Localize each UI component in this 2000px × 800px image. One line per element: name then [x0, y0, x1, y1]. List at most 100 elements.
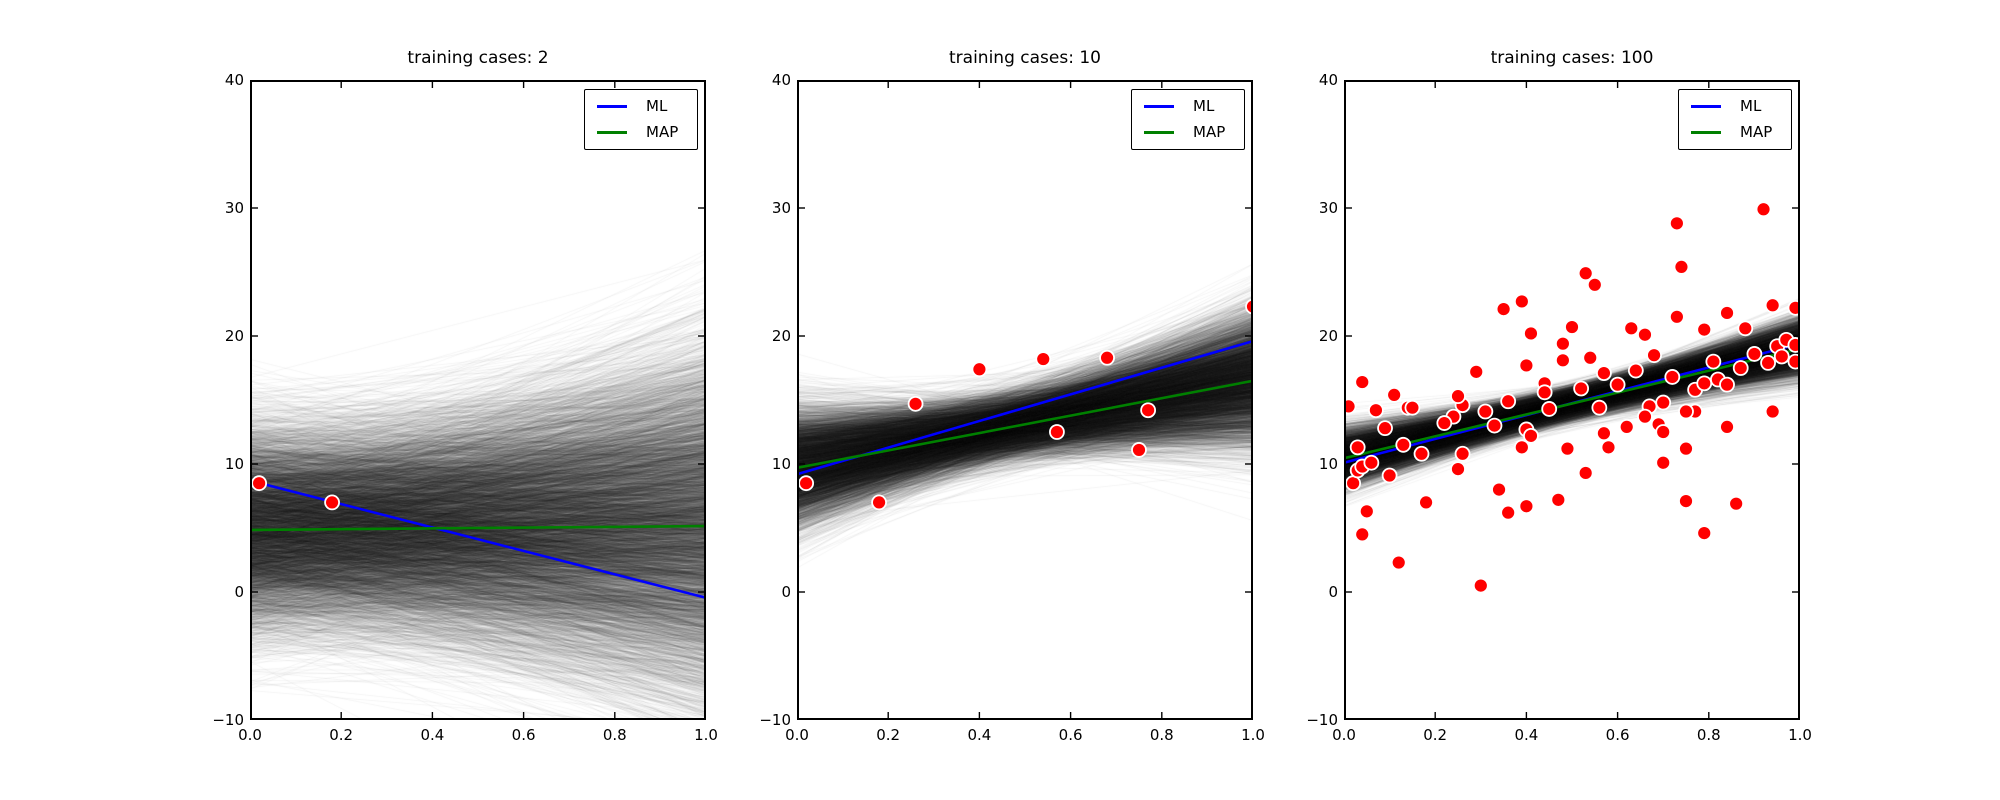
y-tick-label: 20 — [224, 327, 244, 345]
data-point — [1513, 293, 1530, 310]
data-point — [1600, 439, 1617, 456]
x-tick-label: 0.0 — [238, 726, 262, 744]
legend-entry-map: MAP — [1144, 120, 1244, 146]
map-fit-line — [1344, 347, 1800, 460]
ml-fit-line — [250, 479, 706, 600]
y-tick-label: 0 — [781, 583, 791, 601]
y-tick-label: 40 — [224, 71, 244, 89]
data-point — [1131, 442, 1147, 458]
x-tick-label: 0.8 — [602, 726, 627, 744]
ml-line-sample — [1691, 105, 1721, 108]
y-tick-label: 0 — [1328, 583, 1338, 601]
data-point — [1559, 440, 1576, 457]
map-line-sample — [1691, 131, 1721, 134]
posterior-samples-cloud — [797, 80, 1253, 720]
x-tick-label: 0.4 — [1514, 726, 1539, 744]
data-point — [1500, 504, 1517, 521]
y-tick-label: 40 — [1318, 71, 1338, 89]
data-point — [1395, 436, 1412, 453]
data-point — [1344, 398, 1357, 415]
data-point — [1358, 503, 1375, 520]
x-tick-label: 0.6 — [1605, 726, 1630, 744]
y-tick-label: 30 — [1318, 199, 1338, 217]
data-point — [1787, 353, 1800, 370]
data-point — [1728, 495, 1745, 512]
data-point — [1035, 351, 1052, 367]
data-point — [1550, 491, 1567, 508]
data-point — [1381, 467, 1398, 484]
legend-entry-ml: ML — [1691, 94, 1791, 120]
subplot-title: training cases: 100 — [1490, 48, 1654, 68]
data-point — [1536, 384, 1553, 401]
data-point — [1646, 347, 1662, 364]
data-point — [971, 361, 988, 378]
data-point — [1413, 445, 1430, 462]
data-point — [1586, 276, 1603, 293]
plot-overlay — [250, 80, 706, 720]
x-tick-label: 1.0 — [1788, 726, 1812, 744]
data-point — [251, 475, 268, 492]
data-point — [871, 494, 887, 511]
data-point — [1609, 376, 1626, 393]
y-tick-label: 40 — [771, 71, 791, 89]
data-point — [1377, 420, 1393, 437]
data-point — [1554, 335, 1571, 352]
data-point — [1140, 402, 1157, 419]
data-point — [1390, 554, 1407, 571]
data-point — [1678, 440, 1694, 457]
data-point — [1755, 201, 1772, 218]
data-point — [1764, 403, 1781, 420]
data-point — [1573, 380, 1590, 397]
x-tick-label: 0.8 — [1696, 726, 1721, 744]
legend: ML MAP — [1131, 89, 1245, 150]
y-tick-label: 20 — [771, 327, 791, 345]
y-tick-label: 30 — [771, 199, 791, 217]
data-point — [1655, 394, 1672, 411]
x-tick-label: 1.0 — [694, 726, 718, 744]
legend-entry-map: MAP — [1691, 120, 1791, 146]
legend-ml-label: ML — [1740, 97, 1762, 115]
data-point — [1696, 375, 1713, 392]
data-point — [1418, 494, 1434, 511]
data-point — [1760, 354, 1776, 371]
axes-area: ML MAP — [1344, 80, 1800, 720]
data-point — [1099, 349, 1115, 366]
posterior-samples-cloud — [250, 80, 706, 720]
data-point — [1678, 493, 1694, 510]
data-point — [1523, 325, 1539, 342]
legend-ml-label: ML — [1193, 97, 1215, 115]
axes-spines — [797, 80, 1253, 720]
y-tick-label: 20 — [1318, 327, 1338, 345]
y-tick-label: −10 — [212, 711, 244, 729]
data-point — [1664, 369, 1681, 385]
x-tick-label: 0.0 — [1332, 726, 1356, 744]
y-tick-label: 0 — [234, 583, 244, 601]
data-point — [1477, 403, 1494, 420]
data-point — [324, 494, 340, 511]
data-point — [1596, 425, 1612, 442]
legend-entry-map: MAP — [597, 120, 697, 146]
data-point — [1732, 360, 1749, 376]
data-point — [1582, 349, 1599, 366]
data-point — [1577, 465, 1594, 481]
data-point — [1623, 320, 1640, 337]
legend-map-label: MAP — [1193, 123, 1226, 141]
axes-spines — [250, 80, 706, 720]
data-point — [1368, 402, 1384, 419]
map-fit-line — [250, 524, 706, 532]
data-point — [1577, 265, 1594, 282]
x-tick-label: 1.0 — [1241, 726, 1265, 744]
data-point — [1468, 363, 1485, 380]
plot-overlay — [797, 80, 1253, 720]
x-tick-label: 0.6 — [1058, 726, 1083, 744]
y-tick-label: 10 — [224, 455, 244, 473]
x-tick-label: 0.8 — [1149, 726, 1174, 744]
data-point — [1486, 417, 1503, 434]
legend: ML MAP — [1678, 89, 1792, 150]
data-point — [798, 475, 815, 492]
data-point — [1454, 445, 1471, 462]
data-point — [1495, 301, 1512, 318]
data-point — [1513, 439, 1530, 456]
data-point — [1719, 305, 1735, 321]
posterior-samples-cloud — [1344, 80, 1800, 720]
